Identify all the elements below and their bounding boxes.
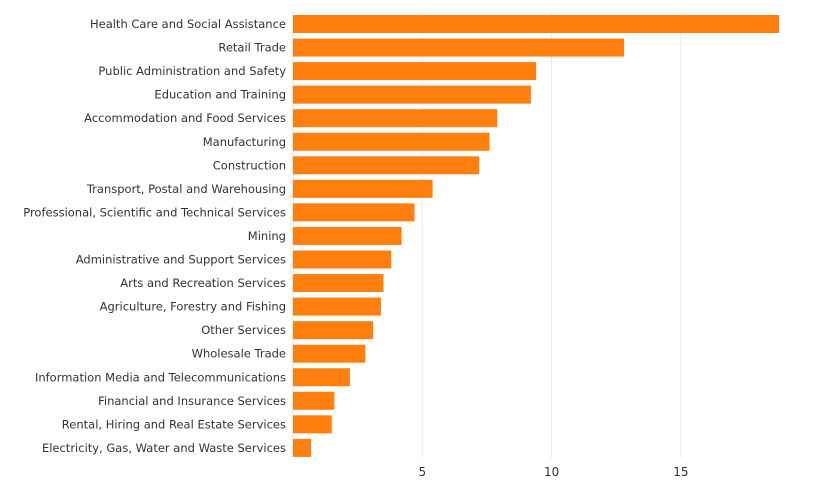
- x-tick-label: 5: [418, 465, 426, 479]
- category-label: Retail Trade: [218, 41, 286, 55]
- bar[interactable]: [293, 226, 402, 245]
- bar[interactable]: [293, 38, 624, 57]
- x-tick-label: 15: [673, 465, 688, 479]
- category-label: Professional, Scientific and Technical S…: [23, 205, 286, 219]
- category-label: Health Care and Social Assistance: [90, 17, 286, 31]
- bars: [293, 15, 780, 457]
- bar[interactable]: [293, 368, 350, 387]
- bar[interactable]: [293, 15, 780, 33]
- category-label: Manufacturing: [203, 135, 286, 149]
- bar[interactable]: [293, 297, 381, 316]
- category-label: Arts and Recreation Services: [120, 276, 286, 290]
- category-label: Transport, Postal and Warehousing: [86, 182, 286, 196]
- x-axis-ticks: 5 10 15: [418, 465, 688, 479]
- category-label: Other Services: [201, 323, 286, 337]
- bar[interactable]: [293, 250, 392, 269]
- bar[interactable]: [293, 156, 480, 175]
- bar[interactable]: [293, 62, 537, 81]
- bar[interactable]: [293, 179, 433, 198]
- category-label: Rental, Hiring and Real Estate Services: [62, 417, 286, 431]
- category-label: Administrative and Support Services: [76, 253, 286, 267]
- bar[interactable]: [293, 344, 366, 363]
- category-label: Education and Training: [154, 88, 286, 102]
- category-labels: Health Care and Social Assistance Retail …: [23, 17, 286, 455]
- x-tick-label: 10: [544, 465, 559, 479]
- bar[interactable]: [293, 274, 384, 293]
- bar[interactable]: [293, 109, 498, 128]
- bar[interactable]: [293, 321, 374, 340]
- category-label: Agriculture, Forestry and Fishing: [100, 300, 286, 314]
- category-label: Mining: [248, 229, 286, 243]
- category-label: Electricity, Gas, Water and Waste Servic…: [42, 441, 286, 455]
- bar[interactable]: [293, 85, 531, 104]
- bar[interactable]: [293, 415, 332, 434]
- category-label: Information Media and Telecommunications: [35, 370, 286, 384]
- category-label: Wholesale Trade: [192, 347, 286, 361]
- category-label: Construction: [213, 158, 286, 172]
- bar[interactable]: [293, 203, 415, 222]
- bar[interactable]: [293, 132, 490, 151]
- category-label: Financial and Insurance Services: [98, 394, 286, 408]
- category-label: Public Administration and Safety: [98, 64, 286, 78]
- category-label: Accommodation and Food Services: [84, 111, 286, 125]
- bar[interactable]: [293, 438, 312, 457]
- bar[interactable]: [293, 391, 335, 410]
